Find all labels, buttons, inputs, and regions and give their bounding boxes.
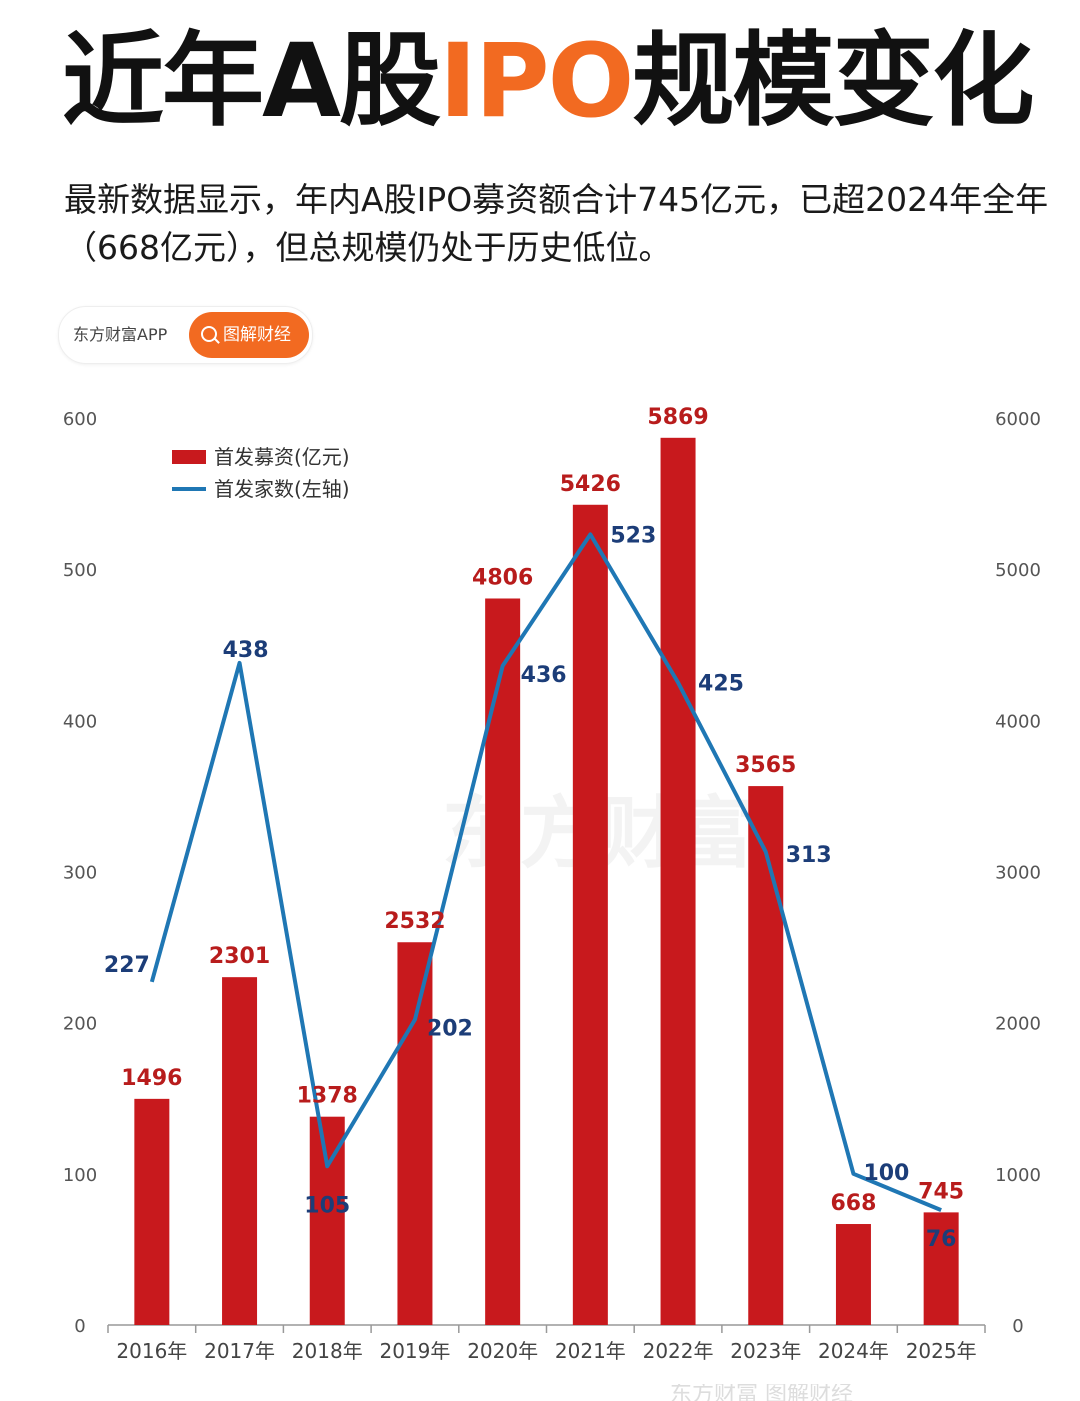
x-axis-label: 2025年 [906,1339,977,1363]
right-axis-tick: 6000 [995,409,1041,430]
legend-bar-label: 首发募资(亿元) [214,445,350,469]
bar [835,1224,871,1325]
left-axis-tick: 300 [63,863,97,884]
title-part-2: 规模变化 [632,22,1034,141]
bar [309,1116,345,1325]
bar-value-label: 4806 [472,565,533,590]
x-axis-label: 2019年 [379,1339,450,1363]
title-part-1: 近年A股 [62,22,441,141]
x-axis-label: 2016年 [116,1339,187,1363]
line-value-label: 438 [223,638,269,663]
line-value-label: 100 [863,1161,909,1186]
bar-value-label: 668 [830,1191,876,1216]
source-app-name: 东方财富APP [73,325,168,344]
bar-value-label: 1378 [297,1084,358,1109]
bar [572,504,608,1325]
right-axis-tick: 3000 [995,863,1041,884]
right-axis-tick: 1000 [995,1165,1041,1186]
right-axis-tick: 5000 [995,560,1041,581]
line-series [149,532,942,1212]
bar [134,1098,170,1325]
bar-value-label: 5426 [560,472,621,497]
bar-value-label: 2532 [384,909,445,934]
line-value-label: 76 [926,1227,957,1252]
bar [397,942,433,1325]
page-subtitle: 最新数据显示，年内A股IPO募资额合计745亿元，已超2024年全年（668亿元… [64,180,1049,267]
title-accent: IPO [438,22,634,141]
x-axis-label: 2023年 [730,1339,801,1363]
line-value-label: 105 [304,1193,350,1218]
source-tag: 东方财富APP 图解财经 [58,306,313,364]
x-axis-label: 2020年 [467,1339,538,1363]
right-axis-tick: 4000 [995,711,1041,732]
footer-watermark: 东方财富 图解财经 [670,1384,853,1401]
left-axis-tick: 400 [63,711,97,732]
topic-button-label: 图解财经 [223,325,291,345]
right-axis-tick: 2000 [995,1014,1041,1035]
line-value-label: 313 [786,843,832,868]
x-axis-label: 2021年 [555,1339,626,1363]
line-value-label: 425 [698,672,744,697]
left-axis-tick: 500 [63,560,97,581]
search-icon [201,326,217,342]
left-axis-tick: 200 [63,1014,97,1035]
bar-value-label: 3565 [735,753,796,778]
line-value-label: 436 [521,663,567,688]
bar-value-label: 5869 [647,405,708,430]
bar [660,437,696,1325]
x-axis-label: 2024年 [818,1339,889,1363]
topic-button[interactable]: 图解财经 [189,312,309,358]
bar [923,1212,959,1325]
bar-value-label: 745 [918,1179,964,1204]
ipo-chart: 东方财富010020030040050060001000200030004000… [63,405,1041,1363]
page-title: 近年A股IPO规模变化 [62,22,1052,142]
x-axis-label: 2017年 [204,1339,275,1363]
bar [222,977,258,1325]
bar [748,786,784,1325]
x-axis-label: 2018年 [292,1339,363,1363]
left-axis-tick: 100 [63,1165,97,1186]
line-value-label: 523 [610,523,656,548]
bar-value-label: 2301 [209,944,270,969]
left-axis-tick: 600 [63,409,97,430]
right-axis-tick: 0 [1012,1316,1023,1337]
line-value-label: 227 [104,953,150,978]
legend-bar-swatch [172,450,206,464]
x-axis-label: 2022年 [643,1339,714,1363]
line-value-label: 202 [427,1017,473,1042]
left-axis-tick: 0 [74,1316,85,1337]
bar-value-label: 1496 [121,1066,182,1091]
legend-line-label: 首发家数(左轴) [214,477,350,501]
